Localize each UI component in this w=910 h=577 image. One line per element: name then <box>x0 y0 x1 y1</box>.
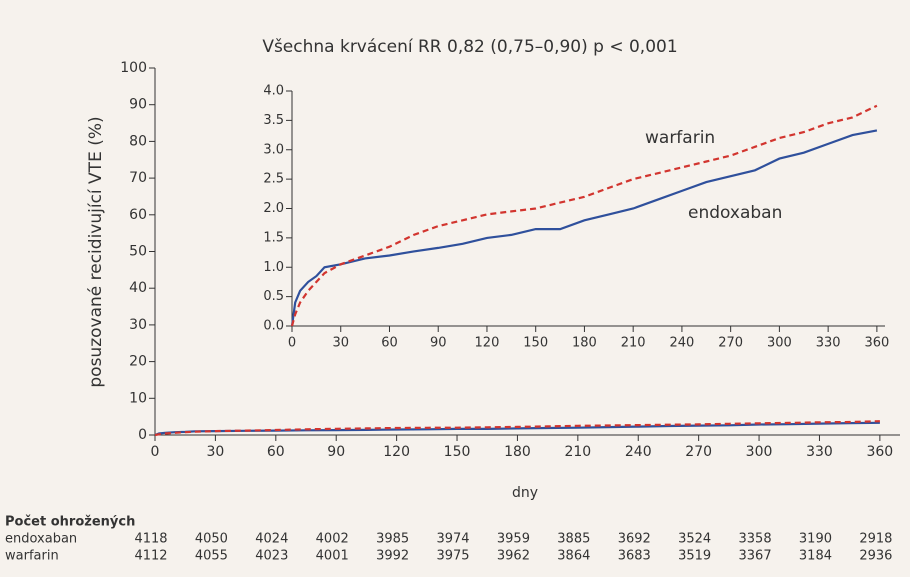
risk-cell: 3975 <box>436 549 469 564</box>
risk-cell: 3524 <box>678 532 711 547</box>
y-tick-label: 0.5 <box>263 289 284 304</box>
y-tick-label: 100 <box>120 60 147 76</box>
x-tick-label: 90 <box>430 336 447 351</box>
y-tick-label: 70 <box>129 170 147 186</box>
x-tick-label: 240 <box>625 444 652 460</box>
series-annotation: warfarin <box>645 128 715 148</box>
x-tick-label: 330 <box>806 444 833 460</box>
risk-cell: 4024 <box>255 532 288 547</box>
y-tick-label: 40 <box>129 280 147 296</box>
y-tick-label: 0.0 <box>263 319 284 334</box>
risk-cell: 4055 <box>195 549 228 564</box>
risk-cell: 3864 <box>557 549 590 564</box>
risk-cell: 4112 <box>134 549 167 564</box>
y-tick-label: 1.0 <box>263 260 284 275</box>
x-axis-label: dny <box>512 485 538 501</box>
x-tick-label: 30 <box>206 444 224 460</box>
y-tick-label: 3.0 <box>263 142 284 157</box>
y-axis-label: posuzované recidivující VTE (%) <box>86 116 106 387</box>
risk-cell: 3190 <box>799 532 832 547</box>
x-tick-label: 210 <box>621 336 646 351</box>
risk-cell: 3683 <box>618 549 651 564</box>
x-tick-label: 270 <box>685 444 712 460</box>
x-tick-label: 180 <box>504 444 531 460</box>
y-tick-label: 2.5 <box>263 172 284 187</box>
risk-cell: 3367 <box>739 549 772 564</box>
x-tick-label: 330 <box>816 336 841 351</box>
risk-cell: 2936 <box>859 549 892 564</box>
x-tick-label: 0 <box>288 336 296 351</box>
x-tick-label: 60 <box>381 336 398 351</box>
risk-cell: 3985 <box>376 532 409 547</box>
risk-cell: 3992 <box>376 549 409 564</box>
y-tick-label: 30 <box>129 317 147 333</box>
risk-cell: 4050 <box>195 532 228 547</box>
y-tick-label: 60 <box>129 207 147 223</box>
x-tick-label: 60 <box>267 444 285 460</box>
y-tick-label: 4.0 <box>263 84 284 99</box>
x-tick-label: 150 <box>444 444 471 460</box>
series-line <box>290 104 878 327</box>
risk-cell: 3885 <box>557 532 590 547</box>
y-tick-label: 50 <box>129 244 147 260</box>
y-tick-label: 3.5 <box>263 113 284 128</box>
risk-cell: 3959 <box>497 532 530 547</box>
risk-table-title: Počet ohrožených <box>5 515 135 530</box>
y-tick-label: 20 <box>129 354 147 370</box>
risk-cell: 4002 <box>316 532 349 547</box>
risk-cell: 2918 <box>859 532 892 547</box>
risk-row-label: warfarin <box>5 549 59 564</box>
risk-cell: 3358 <box>739 532 772 547</box>
x-tick-label: 120 <box>383 444 410 460</box>
y-tick-label: 2.0 <box>263 201 284 216</box>
y-tick-label: 1.5 <box>263 230 284 245</box>
chart-title: Všechna krvácení RR 0,82 (0,75–0,90) p <… <box>262 37 677 57</box>
x-tick-label: 360 <box>864 336 889 351</box>
series-line <box>290 129 878 327</box>
series-line <box>154 421 880 437</box>
y-tick-label: 90 <box>129 97 147 113</box>
x-tick-label: 120 <box>475 336 500 351</box>
series-line <box>154 420 880 437</box>
x-tick-label: 0 <box>151 444 160 460</box>
x-tick-label: 150 <box>523 336 548 351</box>
x-tick-label: 360 <box>866 444 893 460</box>
y-tick-label: 0 <box>138 427 147 443</box>
x-tick-label: 180 <box>572 336 597 351</box>
risk-cell: 4001 <box>316 549 349 564</box>
x-tick-label: 30 <box>332 336 349 351</box>
risk-cell: 3519 <box>678 549 711 564</box>
risk-cell: 3184 <box>799 549 832 564</box>
x-tick-label: 90 <box>327 444 345 460</box>
risk-cell: 4023 <box>255 549 288 564</box>
risk-row-label: endoxaban <box>5 532 77 547</box>
series-annotation: endoxaban <box>688 203 782 223</box>
x-tick-label: 300 <box>767 336 792 351</box>
x-tick-label: 270 <box>718 336 743 351</box>
x-tick-label: 210 <box>564 444 591 460</box>
y-tick-label: 80 <box>129 133 147 149</box>
risk-cell: 3974 <box>436 532 469 547</box>
risk-cell: 3692 <box>618 532 651 547</box>
risk-cell: 3962 <box>497 549 530 564</box>
risk-cell: 4118 <box>134 532 167 547</box>
x-tick-label: 240 <box>670 336 695 351</box>
x-tick-label: 300 <box>746 444 773 460</box>
y-tick-label: 10 <box>129 390 147 406</box>
